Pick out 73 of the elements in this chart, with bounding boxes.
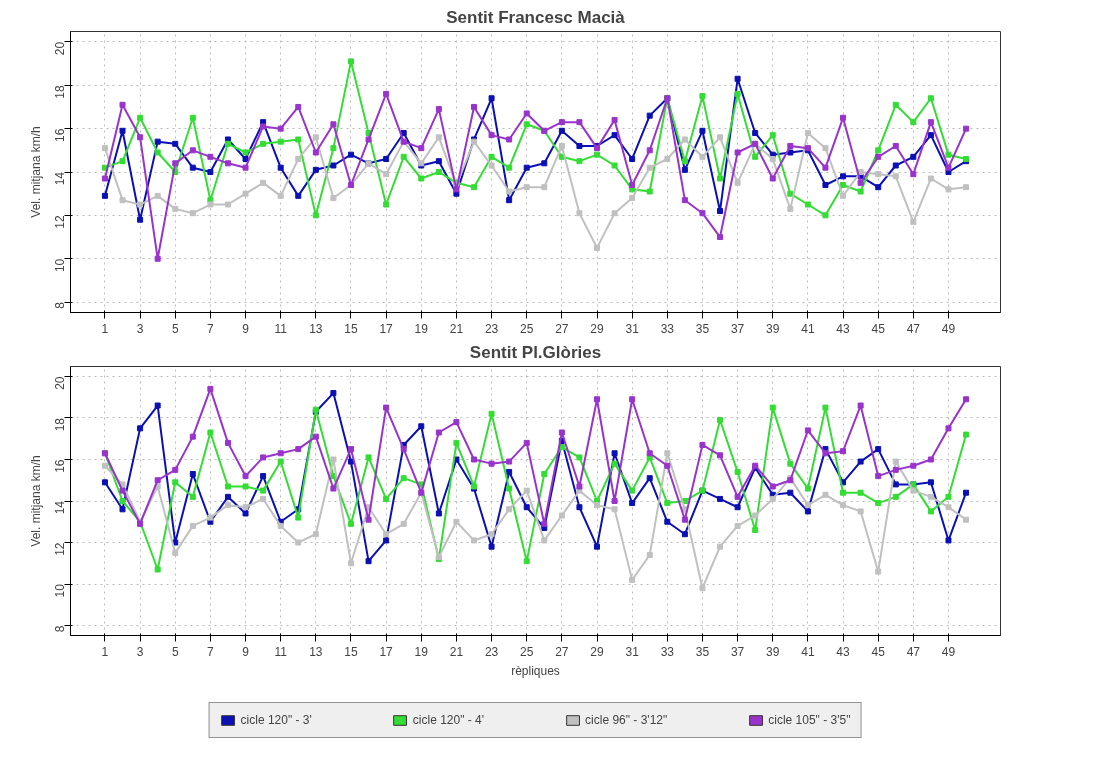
x-tick-label: 5 [171,321,179,336]
x-tick-label: 9 [242,321,250,336]
legend-label: cicle 105" - 3'5" [768,713,851,727]
x-tick-label: 33 [660,321,675,336]
y-tick-label: 12 [53,542,67,556]
x-tick-label: 27 [555,321,569,336]
x-tick-label: 45 [871,644,886,659]
x-tick-label: 13 [309,321,323,336]
x-tick-label: 3 [136,644,144,659]
x-tick-label: 35 [695,644,710,659]
x-tick-label: 37 [730,321,745,336]
x-tick-label: 25 [520,644,534,659]
legend-label: cicle 96" - 3'12" [585,713,668,727]
x-tick-label: 21 [449,644,464,659]
y-tick-label: 14 [53,171,67,186]
x-tick-label: 21 [449,321,464,336]
x-tick-label: 49 [941,321,956,336]
y-tick-label: 14 [53,500,67,515]
x-tick-label: 11 [274,321,288,336]
y-tick-label: 18 [53,84,67,99]
x-tick-label: 15 [344,644,358,659]
x-tick-label: 35 [695,321,710,336]
x-tick-label: 9 [242,644,250,659]
x-tick-label: 19 [414,321,429,336]
x-tick-label: 31 [625,321,640,336]
x-tick-label: 43 [836,321,851,336]
x-tick-label: 37 [730,644,745,659]
x-tick-label: 17 [379,321,394,336]
x-tick-label: 23 [484,321,499,336]
chart-title: Sentit Francesc Macià [446,7,626,27]
x-tick-label: 5 [171,644,179,659]
y-tick-label: 8 [53,625,67,633]
x-tick-label: 1 [101,644,109,659]
x-tick-label: 41 [801,321,815,336]
x-tick-label: 11 [274,644,288,659]
y-axis-title: Vel. mitjana km/h [28,126,43,218]
chart-title: Sentit Pl.Glòries [469,342,602,362]
x-tick-label: 7 [207,644,215,659]
x-tick-label: 27 [555,644,569,659]
y-tick-label: 18 [53,417,67,432]
x-tick-label: 15 [344,321,358,336]
y-tick-label: 10 [53,258,67,273]
x-tick-label: 7 [207,321,215,336]
y-tick-label: 20 [53,376,67,390]
legend-label: cicle 120" - 3' [240,713,312,727]
x-tick-label: 1 [101,321,109,336]
y-tick-label: 16 [53,459,67,473]
x-tick-label: 17 [379,644,394,659]
y-tick-label: 20 [53,41,67,56]
y-axis-title: Vel. mitjana km/h [28,455,43,547]
x-tick-label: 25 [520,321,534,336]
x-tick-label: 47 [906,321,921,336]
y-tick-label: 8 [53,301,67,309]
x-tick-label: 29 [590,321,605,336]
y-tick-label: 10 [53,583,67,598]
x-tick-label: 19 [414,644,429,659]
x-tick-label: 41 [801,644,815,659]
x-tick-label: 31 [625,644,640,659]
x-tick-label: 33 [660,644,675,659]
x-tick-label: 43 [836,644,851,659]
x-tick-label: 3 [136,321,144,336]
x-tick-label: 23 [484,644,499,659]
legend-label: cicle 120" - 4' [412,713,485,727]
y-tick-label: 16 [53,128,67,142]
y-tick-label: 12 [53,215,67,229]
x-tick-label: 47 [906,644,921,659]
x-tick-label: 39 [766,644,780,659]
x-tick-label: 29 [590,644,605,659]
x-tick-label: 39 [766,321,780,336]
x-tick-label: 49 [941,644,956,659]
x-tick-label: 45 [871,321,886,336]
x-tick-label: 13 [309,644,323,659]
x-axis-title: rèpliques [511,663,560,678]
